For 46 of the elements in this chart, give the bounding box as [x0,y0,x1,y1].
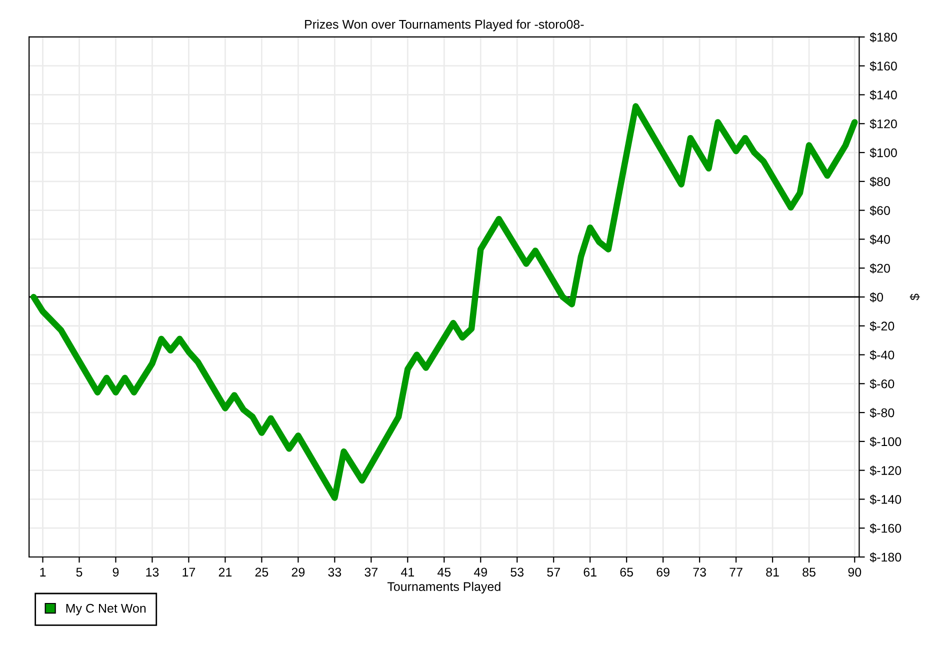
y-tick-label: $-140 [870,494,902,505]
x-tick-label: 49 [474,568,487,577]
y-tick-label: $-160 [870,523,902,534]
x-tick-label: 17 [182,568,196,576]
x-tick-label: 73 [693,568,706,577]
y-tick-label: $-100 [870,436,902,447]
x-tick-label: 90 [848,568,862,577]
y-tick-label: $180 [870,32,897,42]
x-tick-label: 1 [40,568,46,576]
y-tick-label: $160 [870,61,897,72]
x-tick-label: 25 [255,568,268,577]
x-tick-label: 41 [400,568,414,576]
chart-title: Prizes Won over Tournaments Played for -storo08- [305,20,584,32]
x-tick-label: 37 [364,568,378,577]
x-tick-label: 85 [802,568,816,577]
x-tick-label: 45 [437,568,451,577]
y-tick-label: $-180 [870,552,902,562]
y-tick-label: $-40 [870,350,894,360]
y-tick-label: $-80 [870,408,894,418]
x-tick-label: 69 [656,568,670,577]
x-tick-label: 53 [510,568,524,577]
x-tick-label: 81 [766,568,779,577]
y-axis-title: $ [910,294,920,300]
y-tick-label: $-60 [870,378,894,390]
x-tick-label: 9 [112,568,119,577]
y-tick-label: $60 [870,206,890,216]
legend-label: My C Net Won [66,604,146,616]
y-tick-label: $140 [870,90,897,100]
x-tick-label: 33 [328,568,342,577]
y-tick-label: $0 [870,292,884,302]
y-tick-label: $-20 [870,321,894,332]
x-tick-label: 13 [146,568,159,577]
x-tick-label: 21 [218,568,232,576]
y-tick-label: $100 [870,148,897,158]
x-tick-label: 5 [76,568,82,577]
x-tick-label: 29 [292,568,305,577]
y-tick-label: $40 [870,234,890,245]
y-tick-label: $80 [870,176,890,187]
x-tick-label: 65 [620,568,634,577]
x-tick-label: 61 [584,568,596,577]
x-tick-label: 57 [547,568,560,577]
y-tick-label: $20 [870,263,890,274]
x-tick-label: 77 [730,568,742,576]
x-axis-title: Tournaments Played [387,582,500,594]
y-tick-label: $120 [870,118,897,130]
y-tick-label: $-120 [870,466,902,476]
